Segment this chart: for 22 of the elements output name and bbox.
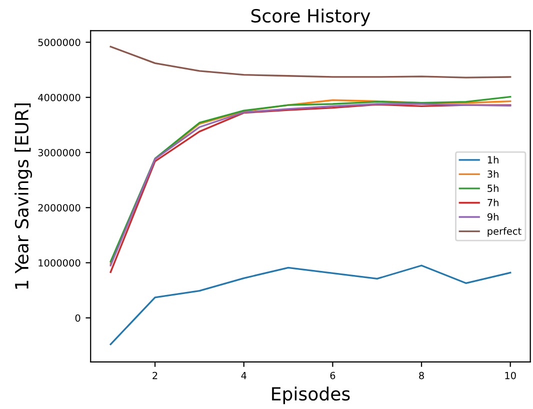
y-tick-label: 2000000 [38, 204, 80, 212]
legend-label: 1h [488, 156, 498, 164]
x-axis-title: Episodes [272, 386, 350, 404]
legend-label: 9h [487, 213, 498, 221]
legend-label: 5h [488, 184, 498, 192]
y-tick-label: 5000000 [38, 38, 80, 46]
line-series [110, 264, 512, 346]
legend-label: 7h [488, 198, 498, 206]
x-tick-label: 8 [419, 372, 424, 380]
y-axis-title: 1 Year Savings [EUR] [14, 104, 32, 289]
x-tick-label: 10 [505, 372, 516, 380]
x-tick-label: 6 [330, 372, 336, 380]
y-tick-label: 1000000 [38, 259, 80, 267]
legend-label: perfect [488, 227, 522, 237]
y-tick-label: 3000000 [38, 148, 80, 156]
y-tick-label: 4000000 [38, 94, 80, 102]
x-tick-label: 2 [152, 372, 158, 380]
line-series [110, 46, 512, 78]
x-tick-label: 4 [241, 372, 246, 380]
y-tick-label: 0 [75, 314, 80, 322]
chart-title: Score History [251, 8, 370, 26]
legend-label: 3h [488, 170, 498, 178]
